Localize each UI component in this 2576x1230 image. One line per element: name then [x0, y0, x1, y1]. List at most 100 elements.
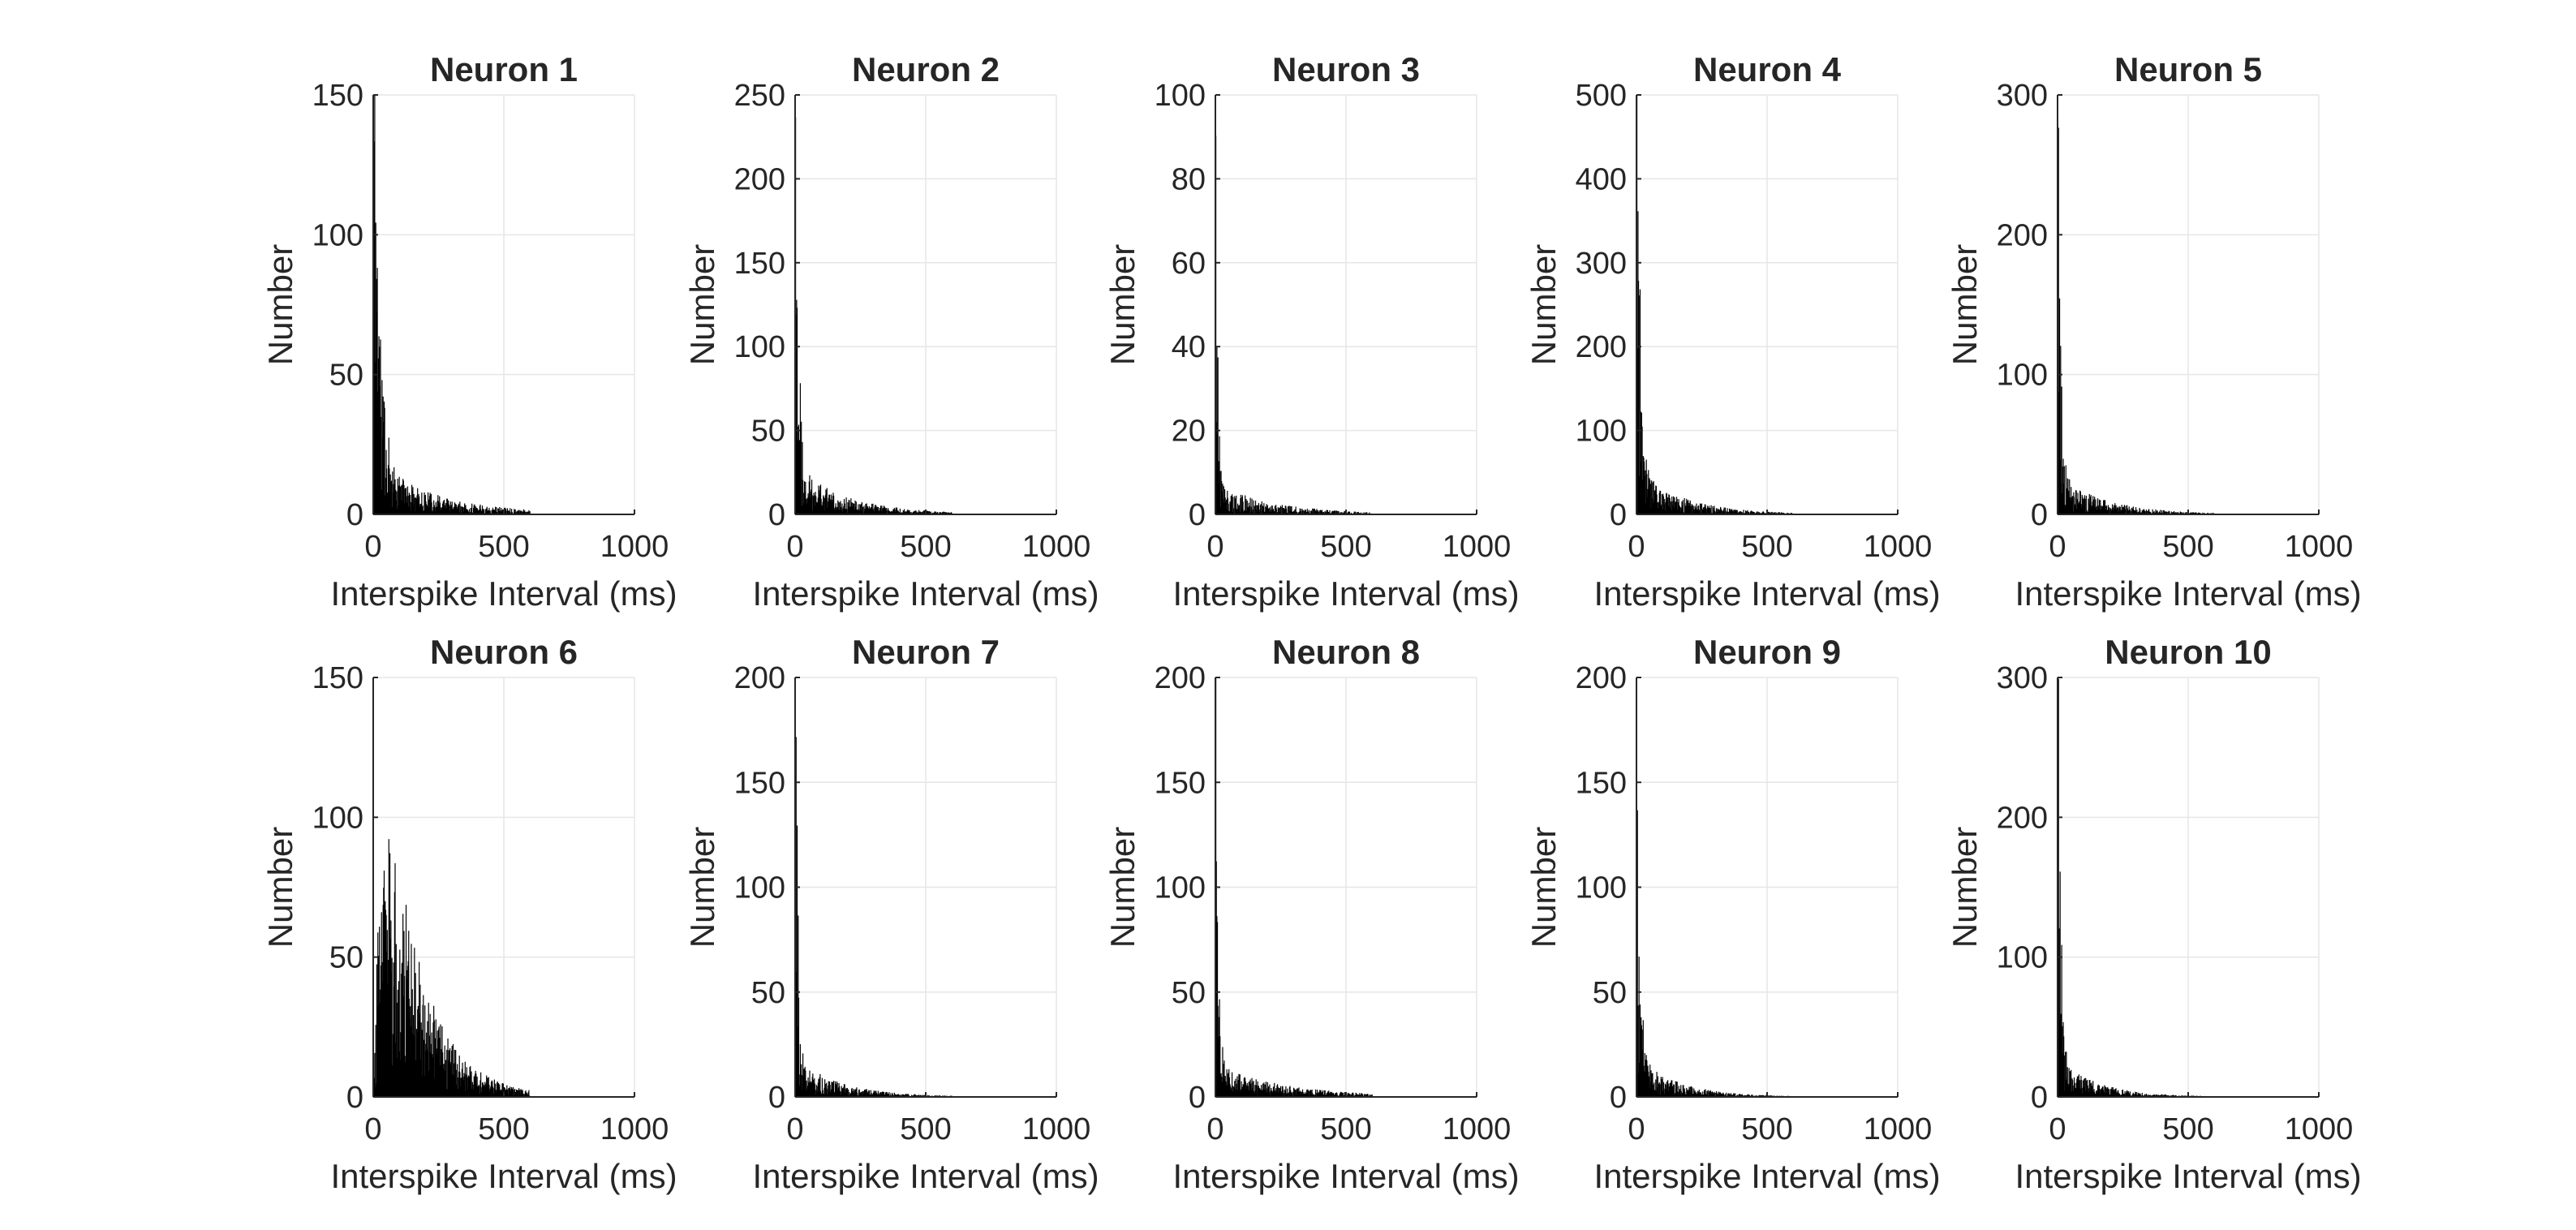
y-tick-label: 150 [1576, 766, 1627, 800]
y-tick-label: 250 [734, 79, 785, 113]
y-tick-label: 100 [312, 801, 363, 835]
x-tick-label: 1000 [1443, 1112, 1512, 1146]
y-tick-label: 100 [1576, 871, 1627, 905]
y-tick-label: 100 [1576, 415, 1627, 449]
y-tick-label: 0 [346, 498, 363, 532]
histogram-bar [1708, 1090, 1709, 1097]
x-axis-label: Interspike Interval (ms) [330, 1157, 677, 1195]
subplot-title: Neuron 2 [852, 50, 1000, 88]
x-tick-label: 0 [1206, 530, 1223, 564]
y-tick-label: 50 [1593, 976, 1627, 1010]
y-tick-label: 200 [734, 162, 785, 196]
y-tick-label: 200 [1997, 801, 2048, 835]
y-tick-label: 50 [329, 941, 363, 975]
x-tick-label: 0 [2049, 530, 2066, 564]
y-tick-label: 100 [1155, 871, 1206, 905]
histogram-bar [1260, 504, 1261, 514]
y-tick-label: 100 [734, 330, 785, 364]
x-tick-label: 0 [1206, 1112, 1223, 1146]
x-tick-label: 500 [2162, 530, 2213, 564]
y-tick-label: 100 [734, 871, 785, 905]
y-axis-label: Number [261, 244, 299, 365]
y-axis-label: Number [683, 244, 721, 365]
y-axis-label: Number [1103, 244, 1142, 365]
x-tick-label: 500 [478, 1112, 529, 1146]
x-tick-label: 500 [1741, 1112, 1792, 1146]
y-tick-label: 0 [2031, 498, 2048, 532]
y-tick-label: 200 [1576, 330, 1627, 364]
y-axis-label: Number [261, 827, 299, 948]
y-axis-label: Number [683, 827, 721, 948]
y-tick-label: 100 [1997, 941, 2048, 975]
histogram-bar [2084, 495, 2085, 514]
x-axis-label: Interspike Interval (ms) [330, 574, 677, 613]
y-axis-label: Number [1946, 827, 1984, 948]
y-axis-label: Number [1525, 827, 1563, 948]
y-tick-label: 100 [312, 218, 363, 252]
x-tick-label: 1000 [600, 1112, 669, 1146]
y-axis-label: Number [1946, 244, 1984, 365]
y-tick-label: 150 [312, 79, 363, 113]
x-tick-label: 500 [2162, 1112, 2213, 1146]
subplot-title: Neuron 10 [2105, 633, 2271, 671]
subplot-title: Neuron 3 [1272, 50, 1420, 88]
x-tick-label: 0 [1628, 1112, 1645, 1146]
subplot-title: Neuron 6 [430, 633, 578, 671]
x-tick-label: 500 [900, 530, 951, 564]
histogram-bar [1683, 500, 1684, 514]
x-tick-label: 1000 [1864, 530, 1933, 564]
subplot-title: Neuron 5 [2114, 50, 2262, 88]
histogram-bar [1253, 501, 1254, 514]
y-tick-label: 0 [768, 498, 785, 532]
y-tick-label: 500 [1576, 79, 1627, 113]
y-tick-label: 0 [1189, 1081, 1206, 1115]
subplot-title: Neuron 4 [1693, 50, 1842, 88]
subplot-title: Neuron 1 [430, 50, 578, 88]
histogram-bar [1233, 508, 1234, 514]
x-tick-label: 0 [364, 1112, 381, 1146]
x-tick-label: 500 [1320, 530, 1371, 564]
x-axis-label: Interspike Interval (ms) [2015, 574, 2361, 613]
y-tick-label: 300 [1997, 661, 2048, 695]
x-tick-label: 1000 [2285, 1112, 2354, 1146]
x-axis-label: Interspike Interval (ms) [752, 574, 1099, 613]
y-tick-label: 0 [346, 1081, 363, 1115]
x-tick-label: 500 [900, 1112, 951, 1146]
x-tick-label: 0 [1628, 530, 1645, 564]
y-tick-label: 80 [1172, 162, 1206, 196]
x-tick-label: 1000 [1864, 1112, 1933, 1146]
x-axis-label: Interspike Interval (ms) [1172, 574, 1519, 613]
x-tick-label: 0 [364, 530, 381, 564]
x-tick-label: 500 [1320, 1112, 1371, 1146]
x-axis-label: Interspike Interval (ms) [2015, 1157, 2361, 1195]
y-tick-label: 0 [1610, 1081, 1627, 1115]
y-tick-label: 150 [734, 247, 785, 281]
histogram-bar [1269, 1085, 1270, 1097]
histogram-bar [1281, 507, 1282, 514]
y-tick-label: 20 [1172, 415, 1206, 449]
histogram-bar [1254, 505, 1255, 514]
histogram-bar [2064, 1056, 2065, 1097]
x-tick-label: 0 [2049, 1112, 2066, 1146]
y-tick-label: 200 [1576, 661, 1627, 695]
y-tick-label: 0 [1610, 498, 1627, 532]
x-axis-label: Interspike Interval (ms) [1172, 1157, 1519, 1195]
y-axis-label: Number [1103, 827, 1142, 948]
y-tick-label: 300 [1997, 79, 2048, 113]
y-tick-label: 50 [751, 976, 785, 1010]
y-tick-label: 150 [734, 766, 785, 800]
y-tick-label: 300 [1576, 247, 1627, 281]
x-axis-label: Interspike Interval (ms) [1593, 574, 1940, 613]
y-tick-label: 200 [734, 661, 785, 695]
x-tick-label: 0 [786, 530, 803, 564]
x-tick-label: 1000 [1022, 530, 1091, 564]
